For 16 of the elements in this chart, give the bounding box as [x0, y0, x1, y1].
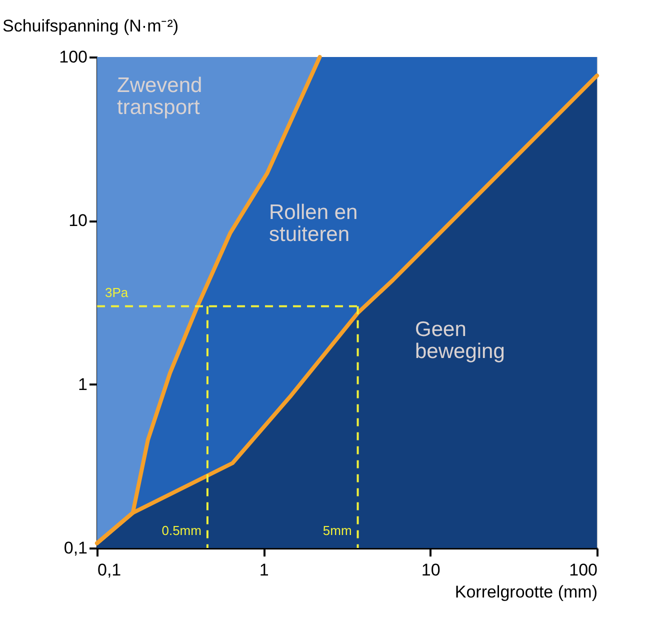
annotation: 0.5mm [162, 523, 202, 538]
annotation: 5mm [322, 523, 352, 538]
x-tick-label: 1 [259, 560, 269, 580]
x-axis-title: Korrelgrootte (mm) [454, 582, 598, 602]
annotation: Geen beweging [415, 318, 505, 363]
annotation: Zwevend transport [117, 74, 202, 119]
x-tick-label: 0,1 [98, 560, 122, 580]
annotation: Rollen en stuiteren [269, 201, 358, 246]
y-tick-label: 10 [68, 211, 88, 230]
annotation: 3Pa [105, 285, 129, 300]
x-tick-label: 100 [569, 560, 598, 580]
y-tick-label: 100 [59, 48, 88, 66]
x-tick-label: 10 [421, 560, 440, 580]
y-tick-label: 1 [78, 374, 88, 394]
y-axis-title: Schuifspanning (N·m⁻²) [2, 16, 179, 36]
y-tick-label: 0,1 [64, 538, 88, 558]
